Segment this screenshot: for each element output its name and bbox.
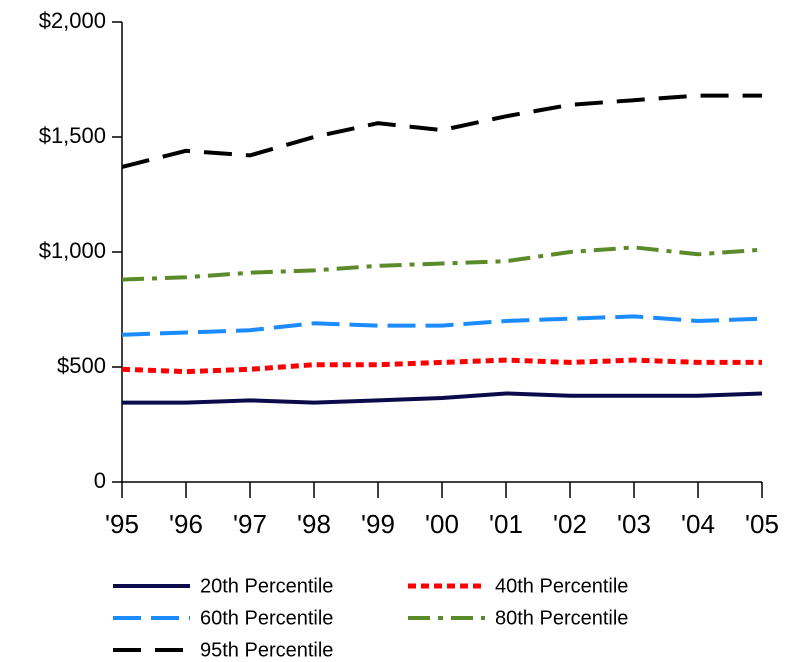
x-tick-label: '95: [105, 509, 139, 539]
legend-label: 40th Percentile: [495, 575, 628, 597]
legend-label: 60th Percentile: [200, 607, 333, 629]
y-tick-label: $1,000: [39, 238, 106, 263]
series-line: [121, 93, 762, 169]
series-line: [122, 391, 763, 405]
x-tick-label: '01: [489, 509, 523, 539]
x-tick-label: '04: [681, 509, 715, 539]
x-tick-label: '00: [425, 509, 459, 539]
x-tick-label: '05: [745, 509, 779, 539]
y-tick-label: $1,500: [39, 123, 106, 148]
x-tick-label: '02: [553, 509, 587, 539]
y-tick-label: $500: [57, 353, 106, 378]
y-tick-label: 0: [94, 468, 106, 493]
x-tick-label: '03: [617, 509, 651, 539]
series-line: [121, 357, 762, 375]
x-tick-label: '96: [169, 509, 203, 539]
x-tick-label: '98: [297, 509, 331, 539]
y-tick-label: $2,000: [39, 8, 106, 33]
x-tick-label: '99: [361, 509, 395, 539]
series-line: [121, 245, 763, 282]
series-line: [121, 314, 763, 337]
legend-label: 20th Percentile: [200, 575, 333, 597]
legend-label: 80th Percentile: [495, 607, 628, 629]
legend-label: 95th Percentile: [200, 639, 333, 661]
x-tick-label: '97: [233, 509, 267, 539]
